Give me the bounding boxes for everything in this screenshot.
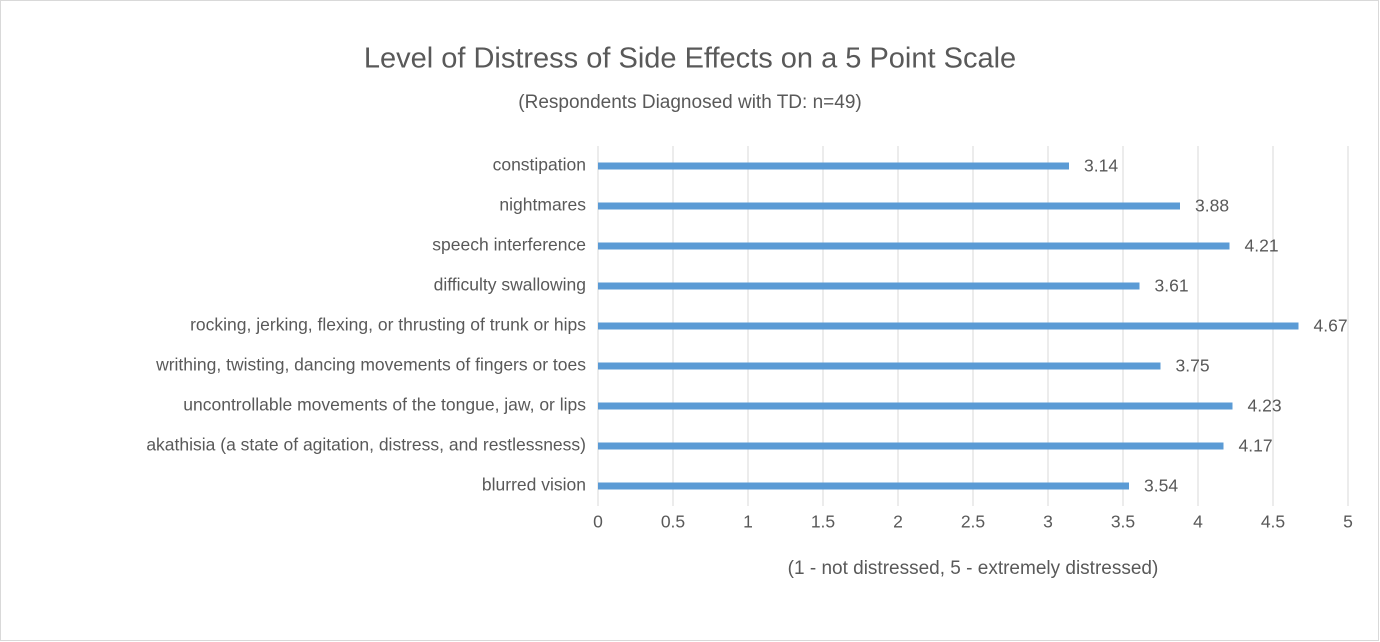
bar <box>598 162 1069 170</box>
data-label: 4.67 <box>1314 316 1348 336</box>
y-tick-label: uncontrollable movements of the tongue, … <box>183 395 586 415</box>
x-tick-label: 4.5 <box>1261 512 1285 532</box>
data-label: 3.14 <box>1084 156 1118 176</box>
x-tick-label: 4 <box>1193 512 1203 532</box>
x-tick-label: 3 <box>1043 512 1053 532</box>
bar <box>598 482 1129 490</box>
bar <box>598 402 1233 410</box>
x-tick-label: 0.5 <box>661 512 685 532</box>
y-tick-label: speech interference <box>432 235 586 255</box>
data-label: 3.61 <box>1155 276 1189 296</box>
data-label: 4.21 <box>1245 236 1279 256</box>
x-axis-title: (1 - not distressed, 5 - extremely distr… <box>788 558 1159 579</box>
bar <box>598 242 1230 250</box>
y-tick-label: akathisia (a state of agitation, distres… <box>146 435 586 455</box>
data-label: 3.54 <box>1144 476 1178 496</box>
data-label: 4.23 <box>1248 396 1282 416</box>
x-tick-label: 1 <box>743 512 753 532</box>
bar <box>598 442 1224 450</box>
bar <box>598 322 1299 330</box>
x-tick-label: 0 <box>593 512 603 532</box>
y-tick-label: rocking, jerking, flexing, or thrusting … <box>190 315 586 335</box>
y-tick-label: constipation <box>493 155 586 175</box>
x-tick-label: 1.5 <box>811 512 835 532</box>
x-tick-label: 3.5 <box>1111 512 1135 532</box>
data-label: 3.75 <box>1176 356 1210 376</box>
data-label: 4.17 <box>1239 436 1273 456</box>
bar <box>598 202 1180 210</box>
y-tick-label: difficulty swallowing <box>434 275 586 295</box>
x-tick-label: 2 <box>893 512 903 532</box>
y-tick-label: nightmares <box>499 195 586 215</box>
bar <box>598 362 1161 370</box>
chart-subtitle: (Respondents Diagnosed with TD: n=49) <box>518 92 861 113</box>
chart-title: Level of Distress of Side Effects on a 5… <box>364 43 1016 75</box>
x-tick-label: 5 <box>1343 512 1353 532</box>
data-label: 3.88 <box>1195 196 1229 216</box>
bar <box>598 282 1140 290</box>
y-tick-label: writhing, twisting, dancing movements of… <box>155 355 586 375</box>
x-tick-label: 2.5 <box>961 512 985 532</box>
y-tick-label: blurred vision <box>482 475 586 495</box>
